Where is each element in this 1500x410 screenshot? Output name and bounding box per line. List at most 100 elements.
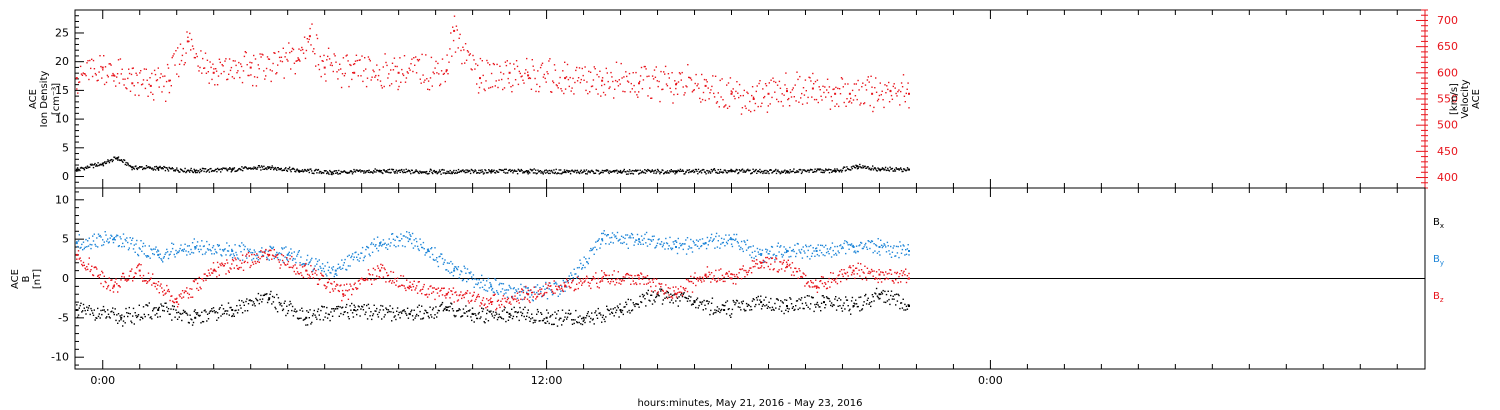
density-sample <box>741 169 743 171</box>
bz-sample <box>183 292 185 294</box>
velocity-sample <box>838 105 840 108</box>
by-sample <box>476 283 479 286</box>
velocity-sample <box>215 70 218 72</box>
by-sample <box>864 244 866 246</box>
density-sample <box>171 167 173 169</box>
velocity-sample <box>484 89 486 92</box>
velocity-point <box>445 69 448 72</box>
density-sample <box>844 170 847 172</box>
bz-sample <box>107 284 110 287</box>
density-sample <box>374 168 376 170</box>
bz-sample <box>565 285 567 287</box>
bx-sample <box>633 304 635 306</box>
bx-sample <box>850 300 853 302</box>
density-sample <box>332 171 334 173</box>
bz-sample <box>427 288 430 290</box>
velocity-sample <box>159 77 161 79</box>
bx-sample <box>246 298 248 300</box>
bx-sample <box>827 297 829 300</box>
bz-sample <box>387 274 390 276</box>
by-sample <box>463 265 465 267</box>
bz-sample <box>541 295 544 297</box>
bx-sample <box>79 304 81 307</box>
velocity-sample <box>202 57 204 60</box>
velocity-sample <box>885 92 887 94</box>
density-sample <box>206 170 208 172</box>
by-sample <box>497 293 500 295</box>
velocity-sample <box>95 74 97 76</box>
bx-sample <box>543 318 545 320</box>
bx-sample <box>869 302 871 304</box>
by-sample <box>856 250 859 253</box>
density-sample <box>214 168 217 171</box>
bx-sample <box>92 312 94 314</box>
density-sample <box>395 169 398 171</box>
by-sample <box>608 243 610 245</box>
by-sample <box>790 255 792 258</box>
velocity-sample <box>224 60 226 62</box>
by-sample <box>183 248 185 250</box>
bx-sample <box>312 313 315 315</box>
density-sample <box>646 170 648 173</box>
bx-sample <box>735 299 738 302</box>
bx-sample <box>310 323 312 325</box>
density-sample <box>722 171 725 173</box>
density-sample <box>313 172 315 175</box>
bx-sample <box>515 311 517 313</box>
bz-sample <box>236 267 239 270</box>
by-sample <box>332 266 335 268</box>
by-sample <box>108 241 110 243</box>
density-sample <box>446 170 448 173</box>
density-sample <box>111 160 114 163</box>
velocity-sample <box>489 64 491 66</box>
density-sample <box>385 170 388 172</box>
bx-sample <box>433 317 435 319</box>
by-sample <box>611 236 613 239</box>
by-sample <box>476 278 478 281</box>
density-sample <box>788 172 791 174</box>
velocity-sample <box>324 73 326 75</box>
bz-sample <box>163 289 165 291</box>
by-sample <box>193 238 195 240</box>
bz-sample <box>658 282 660 285</box>
density-sample <box>313 170 316 172</box>
density-sample <box>142 168 144 171</box>
bx-sample <box>257 292 260 295</box>
density-sample <box>337 173 339 175</box>
bz-sample <box>123 276 125 278</box>
bz-sample <box>370 279 372 281</box>
velocity-sample <box>776 98 778 101</box>
bx-sample <box>316 318 318 320</box>
density-sample <box>418 172 420 175</box>
density-sample <box>294 170 296 173</box>
velocity-sample <box>787 98 789 101</box>
density-sample <box>336 172 338 174</box>
bz-sample <box>171 295 173 297</box>
velocity-sample <box>827 91 830 94</box>
density-sample <box>447 172 449 174</box>
by-sample <box>660 243 662 246</box>
velocity-sample <box>392 69 395 71</box>
velocity-sample <box>216 84 219 86</box>
velocity-sample <box>439 83 442 85</box>
velocity-sample <box>842 86 844 88</box>
density-sample <box>794 171 796 174</box>
bz-sample <box>181 290 184 292</box>
bx-sample <box>747 303 749 306</box>
by-sample <box>457 266 460 268</box>
bz-point <box>730 277 733 280</box>
bx-sample <box>581 317 583 320</box>
velocity-sample <box>147 95 149 97</box>
velocity-sample <box>740 113 743 115</box>
density-sample <box>362 170 364 172</box>
by-sample <box>86 246 88 248</box>
density-sample <box>89 163 92 166</box>
velocity-sample <box>619 83 621 85</box>
bz-sample <box>381 267 383 269</box>
density-sample <box>609 170 611 172</box>
by-sample <box>790 250 793 252</box>
velocity-sample <box>277 64 279 66</box>
bx-sample <box>416 313 418 316</box>
density-sample <box>733 170 735 172</box>
bz-sample <box>497 299 500 301</box>
